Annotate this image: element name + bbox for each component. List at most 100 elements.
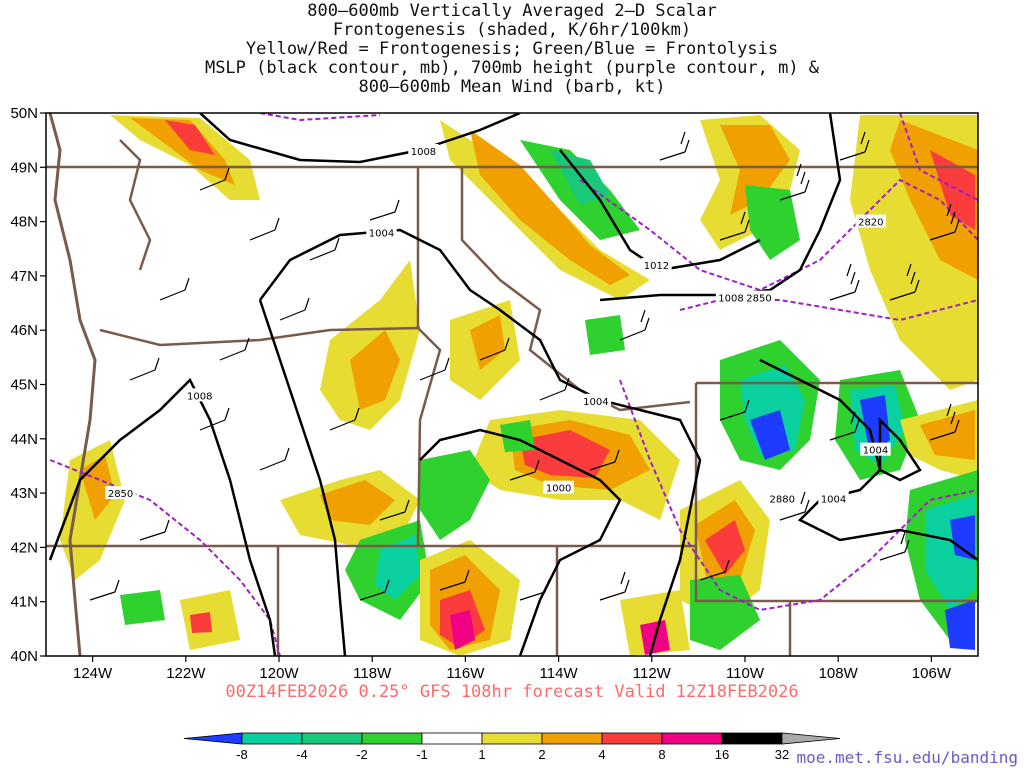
wind-barb (719, 211, 750, 241)
title-line-2: Frontogenesis (shaded, K/6hr/100km) (332, 20, 692, 40)
wind-barb (479, 337, 510, 361)
contour-label: 1012 (644, 261, 669, 272)
wind-barb (129, 357, 160, 381)
wind-barb (439, 569, 470, 591)
mslp-1004-ne (878, 416, 922, 482)
colorbar-segment (481, 732, 543, 745)
contour-label: 1000 (546, 484, 571, 495)
lon-label: 110W (726, 665, 765, 682)
contour-label-bg (543, 480, 574, 494)
wind-barb (889, 263, 920, 301)
colorbar-arrow-low (183, 732, 243, 745)
latitude-axis: 50N 49N 48N 47N 46N 45N 44N 43N 42N 41N 40N (10, 105, 46, 665)
title-line-3: Yellow/Red = Frontogenesis; Green/Blue =… (245, 39, 779, 59)
valid-time-caption: 00Z14FEB2026 0.25° GFS 108hr forecast Va… (225, 682, 799, 702)
credit-link[interactable]: moe.met.fsu.edu/banding (796, 748, 1018, 767)
contour-label-bg (767, 491, 798, 505)
wind-barb (519, 579, 550, 601)
lat-label: 40N (10, 648, 38, 665)
height-2880-contour (619, 379, 978, 612)
contour-label-bg (743, 290, 775, 304)
mslp-1000 (419, 428, 622, 656)
lat-label: 48N (10, 214, 38, 231)
wind-barb (829, 263, 860, 301)
colorbar-label: 2 (538, 747, 545, 762)
lon-label: 124W (73, 665, 113, 682)
contour-label-bg (105, 486, 136, 500)
contour-label: 1004 (583, 397, 608, 408)
wa-or-border (99, 326, 421, 347)
contour-label-bg (408, 144, 439, 158)
lat-label: 41N (10, 594, 38, 611)
shade-red (705, 520, 745, 575)
wind-barb (369, 199, 400, 221)
shade-blue (750, 410, 790, 460)
lat-label: 45N (10, 377, 38, 394)
wind-barb (249, 217, 280, 241)
shade-orange (720, 125, 790, 215)
contour-label-bg (184, 388, 215, 402)
shade-magenta (450, 610, 475, 650)
contour-label: 1008 (718, 294, 743, 305)
lon-label: 120W (259, 665, 299, 682)
shade-red (930, 150, 975, 230)
wind-barb (839, 131, 870, 161)
contour-label: 1008 (187, 391, 212, 402)
height-contours (49, 113, 978, 656)
contour-label-bg (641, 258, 672, 272)
contour-label-bg (715, 290, 747, 304)
lon-label: 118W (353, 665, 392, 682)
idaho-east-border (460, 167, 691, 412)
title-line-4: MSLP (black contour, mb), 700mb height (… (204, 58, 820, 78)
colorbar-segment (601, 732, 663, 745)
contour-label: 2880 (770, 495, 795, 506)
wind-barb (699, 559, 730, 581)
shade-blue (945, 600, 975, 650)
lon-label: 108W (819, 665, 859, 682)
contour-label-bg (366, 225, 397, 239)
wind-barb (159, 277, 190, 301)
shade-orange (470, 315, 505, 370)
shade-red (520, 430, 610, 478)
colorbar-segment (721, 732, 783, 745)
height-contour-north (259, 113, 978, 201)
wind-barb (929, 403, 960, 441)
contour-label: 2820 (858, 218, 883, 229)
colorbar-segment (241, 732, 303, 745)
wind-barb (509, 459, 540, 481)
wind-barb (309, 237, 340, 261)
contour-label: 2850 (108, 489, 133, 500)
colorbar-label: -4 (296, 747, 308, 762)
shade-blue (950, 515, 975, 560)
lat-label: 42N (10, 539, 38, 556)
idaho-west-border (416, 167, 442, 547)
colorbar-label: -8 (236, 747, 248, 762)
colorbar-arrow-high (781, 732, 841, 745)
shade-teal (375, 535, 420, 600)
shade-orange (890, 120, 978, 280)
contour-label: 1004 (863, 446, 888, 457)
wind-barb (619, 309, 650, 341)
lat-label: 46N (10, 322, 38, 339)
colorbar-label: 8 (658, 747, 665, 762)
wind-barb (779, 491, 810, 521)
boundaries-layer (46, 113, 978, 656)
coastline (48, 113, 97, 656)
colorbar-segment (301, 732, 363, 745)
wind-barb (779, 163, 810, 201)
contour-label-bg (818, 491, 849, 505)
mslp-1004-west (258, 299, 347, 656)
lat-label: 47N (10, 268, 38, 285)
wind-barb (589, 449, 620, 471)
lon-label: 114W (540, 665, 579, 682)
lat-label: 44N (10, 431, 38, 448)
title-line-5: 800–600mb Mean Wind (barb, kt) (358, 77, 666, 97)
colorbar-label: 4 (598, 747, 605, 762)
mslp-1008-mid (599, 113, 842, 302)
wyoming-box (694, 381, 978, 656)
colorbar-label: -2 (356, 747, 368, 762)
contour-label: 1008 (411, 147, 436, 158)
wind-barb (359, 579, 390, 601)
